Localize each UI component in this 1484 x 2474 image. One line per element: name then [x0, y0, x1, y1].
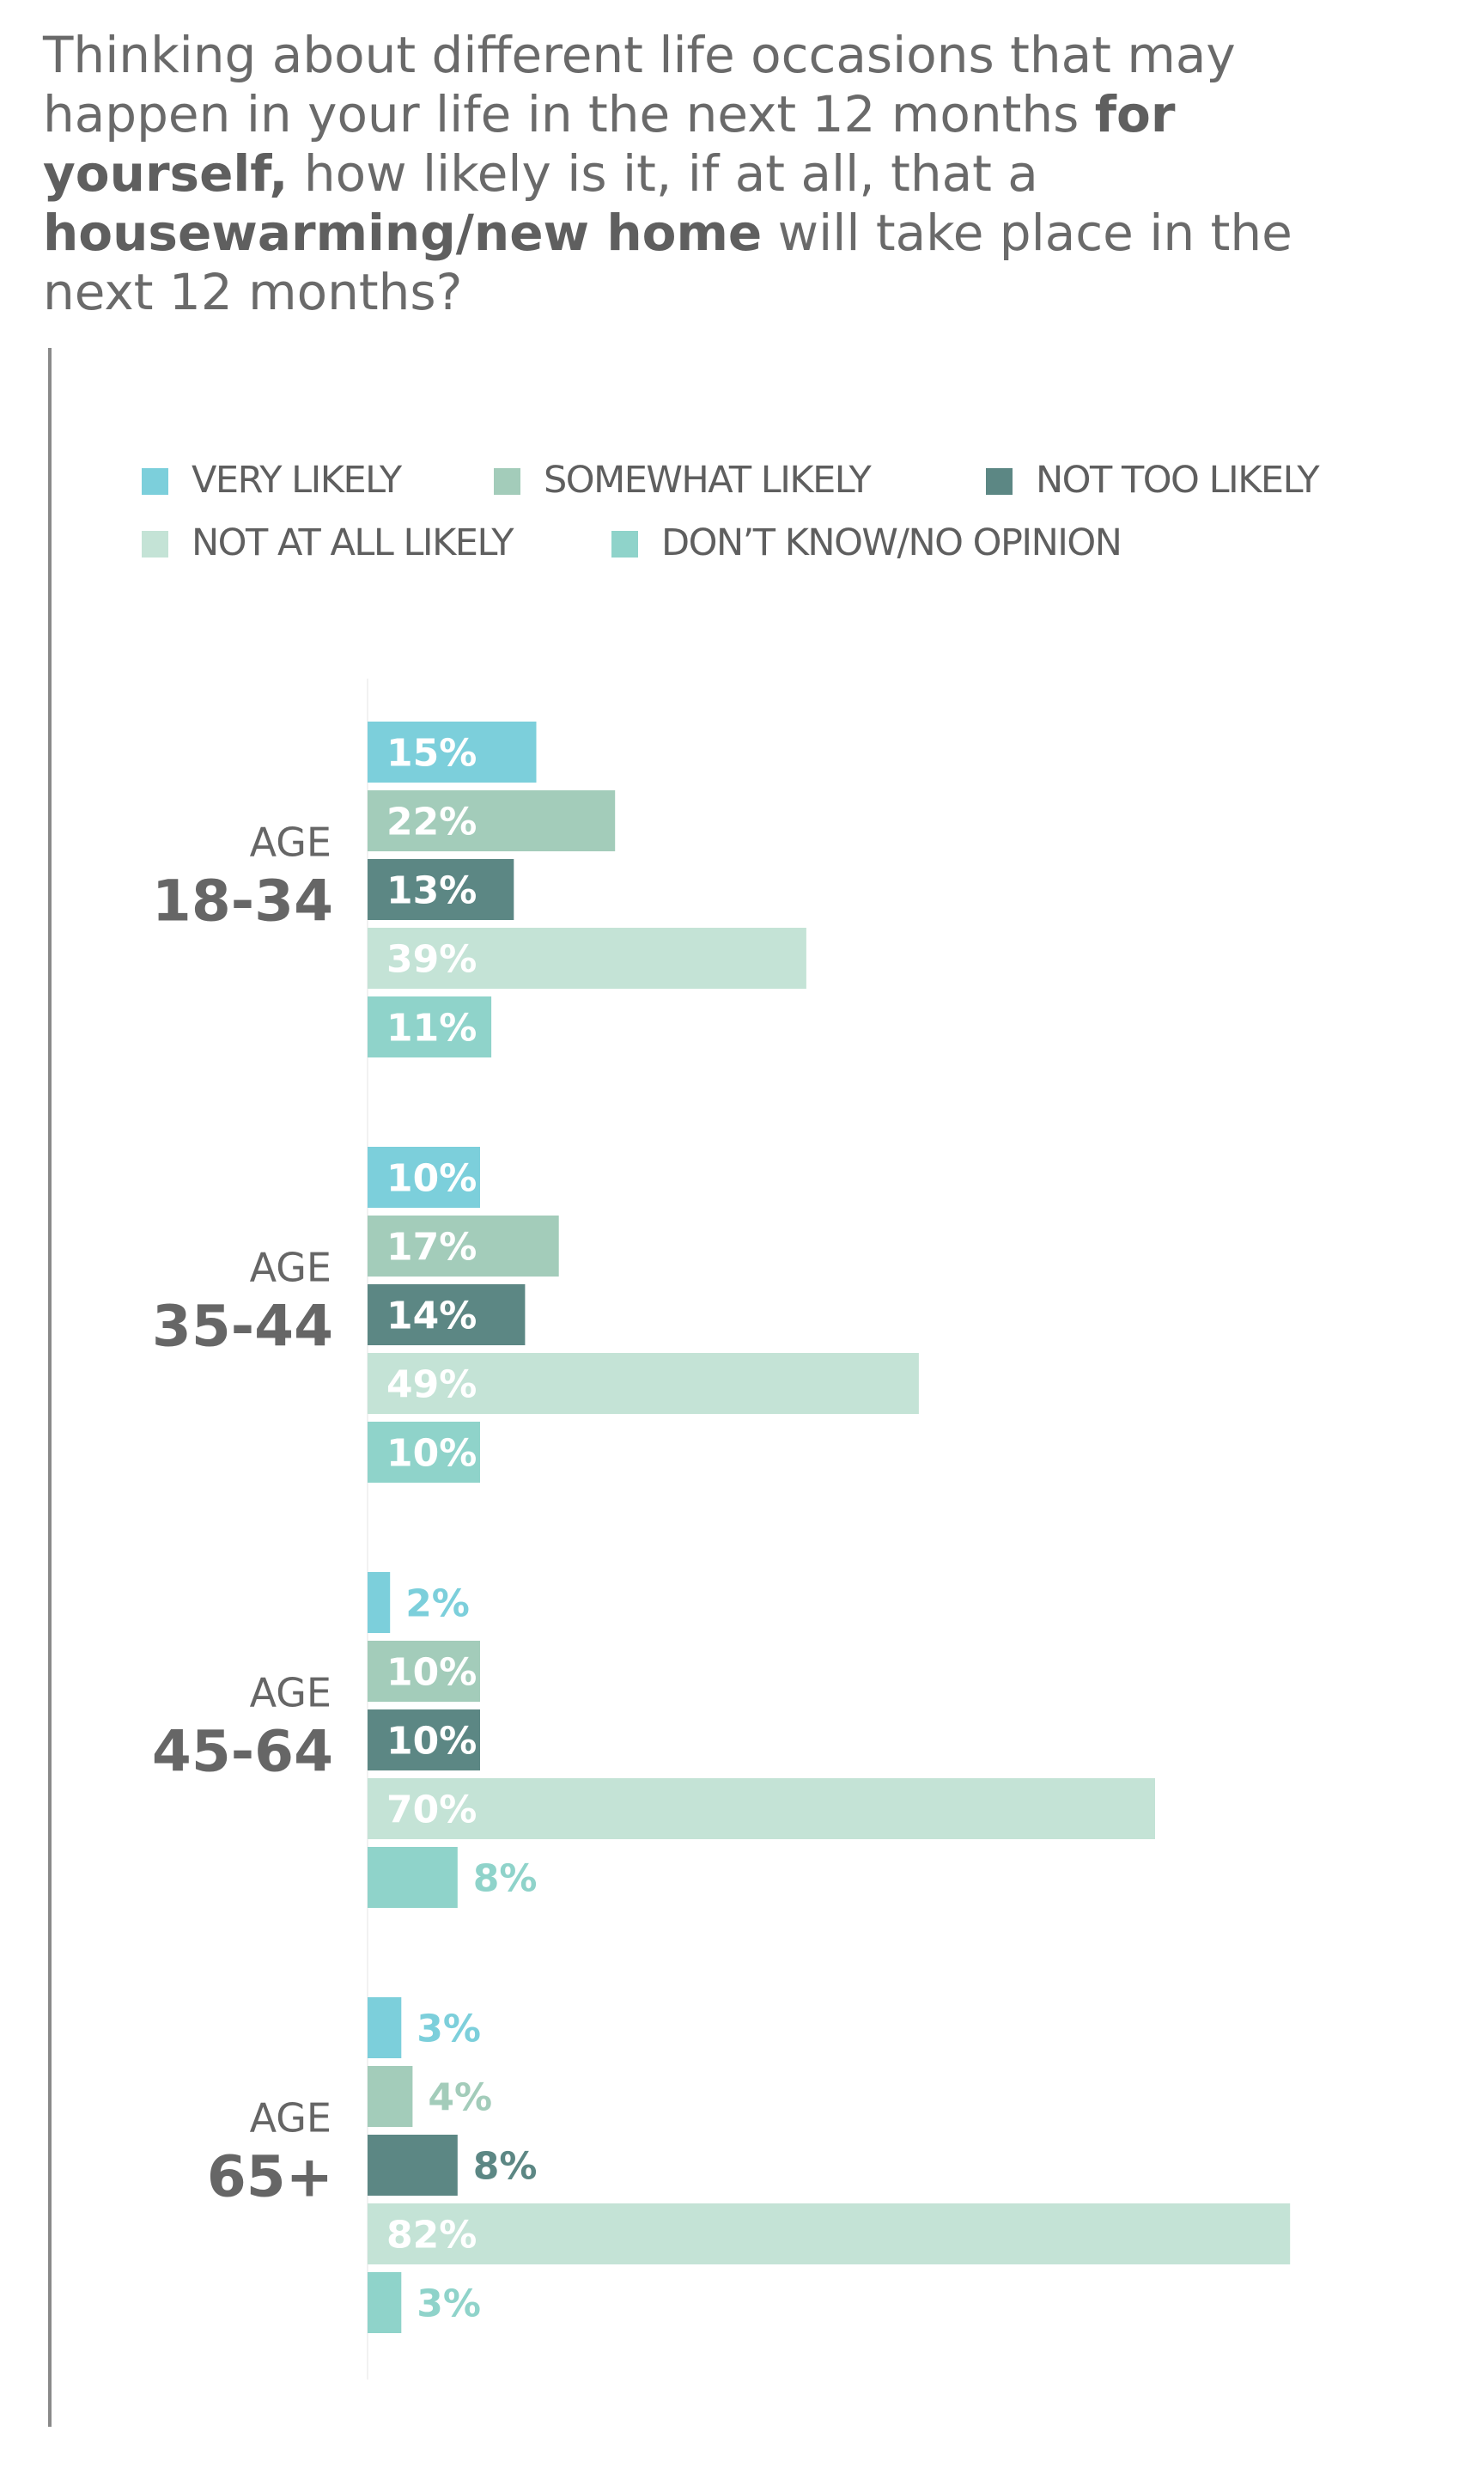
bar-value-label: 10% [386, 1157, 477, 1201]
bar-value-label: 8% [473, 2145, 538, 2189]
group-label-prefix: AGE [250, 820, 331, 866]
bar-value-label: 70% [386, 1788, 477, 1832]
group-label-age-range: 45-64 [152, 1719, 333, 1785]
bar-very-likely [368, 1572, 391, 1633]
group-label-age-range: 65+ [207, 2144, 333, 2210]
bar-value-label: 14% [386, 1295, 477, 1338]
bar-not-at-all-likely [368, 2203, 1291, 2264]
bar-value-label: 39% [386, 938, 477, 982]
bar-value-label: 82% [386, 2214, 477, 2258]
bar-somewhat-likely [368, 1216, 559, 1277]
bar-don-t-know-no-opinion [368, 1422, 480, 1483]
group-label-age-range: 35-44 [152, 1294, 333, 1360]
question-emphasis-1: for yourself, [43, 85, 1176, 203]
legend-item-somewhat-likely: SOMEWHAT LIKELY [494, 459, 873, 502]
chart-plot-area: AGE18-3415%22%13%39%11%AGE35-4410%17%14%… [152, 679, 1291, 2380]
bar-value-label: 2% [405, 1582, 470, 1626]
legend-label: SOMEWHAT LIKELY [544, 459, 873, 502]
bar-value-label: 49% [386, 1363, 477, 1407]
legend-item-not-at-all-likely: NOT AT ALL LIKELY [142, 521, 516, 564]
bar-not-too-likely [368, 859, 514, 920]
bar-very-likely [368, 1147, 480, 1208]
bar-not-too-likely [368, 1709, 480, 1770]
bar-not-at-all-likely [368, 1778, 1155, 1839]
bar-not-at-all-likely [368, 1353, 919, 1414]
bar-very-likely [368, 722, 537, 783]
legend-swatch [986, 468, 1013, 495]
bar-value-label: 11% [386, 1007, 477, 1051]
group-label-prefix: AGE [250, 1245, 331, 1291]
legend-swatch [494, 468, 520, 495]
left-divider-rule [48, 348, 52, 2427]
bar-value-label: 10% [386, 1651, 477, 1695]
bar-value-label: 3% [417, 2008, 481, 2051]
legend-item-don-t-know-no-opinion: DON’T KNOW/NO OPINION [611, 521, 1122, 564]
bar-don-t-know-no-opinion [368, 2272, 402, 2333]
bar-value-label: 8% [473, 1857, 538, 1901]
bar-value-label: 10% [386, 1432, 477, 1476]
bar-not-too-likely [368, 1284, 526, 1345]
bar-value-label: 22% [386, 801, 477, 844]
legend-swatch [611, 531, 638, 558]
bar-somewhat-likely [368, 2066, 413, 2127]
legend-item-not-too-likely: NOT TOO LIKELY [986, 459, 1322, 502]
bar-value-label: 4% [428, 2076, 492, 2120]
bar-not-at-all-likely [368, 928, 806, 989]
bar-don-t-know-no-opinion [368, 1847, 458, 1908]
bar-very-likely [368, 1997, 402, 2058]
bar-value-label: 3% [417, 2282, 481, 2326]
bar-value-label: 13% [386, 869, 477, 913]
question-text-1: Thinking about different life occasions … [43, 26, 1236, 143]
legend-swatch [142, 531, 168, 558]
question-text-2: how likely is it, if at all, that a [288, 144, 1038, 203]
bar-value-label: 17% [386, 1226, 477, 1270]
legend-label: NOT TOO LIKELY [1036, 459, 1320, 502]
question-emphasis-2: housewarming/new home [43, 204, 763, 262]
legend-swatch [142, 468, 168, 495]
legend-label: NOT AT ALL LIKELY [192, 521, 514, 564]
legend-label: DON’T KNOW/NO OPINION [661, 521, 1121, 564]
legend-label: VERY LIKELY [192, 459, 403, 502]
bar-somewhat-likely [368, 790, 616, 851]
chart-question-title: Thinking about different life occasions … [43, 26, 1417, 322]
bar-value-label: 15% [386, 732, 477, 776]
legend-item-very-likely: VERY LIKELY [142, 459, 404, 502]
question-text-3: will take place in the next 12 months? [43, 204, 1292, 321]
group-label-prefix: AGE [250, 1670, 331, 1716]
bar-somewhat-likely [368, 1641, 480, 1702]
group-label-prefix: AGE [250, 2095, 331, 2142]
chart-legend: VERY LIKELY SOMEWHAT LIKELY NOT TOO LIKELY… [142, 459, 1322, 564]
bar-don-t-know-no-opinion [368, 996, 492, 1057]
group-label-age-range: 18-34 [152, 868, 333, 935]
bar-not-too-likely [368, 2135, 458, 2196]
bar-value-label: 10% [386, 1720, 477, 1764]
